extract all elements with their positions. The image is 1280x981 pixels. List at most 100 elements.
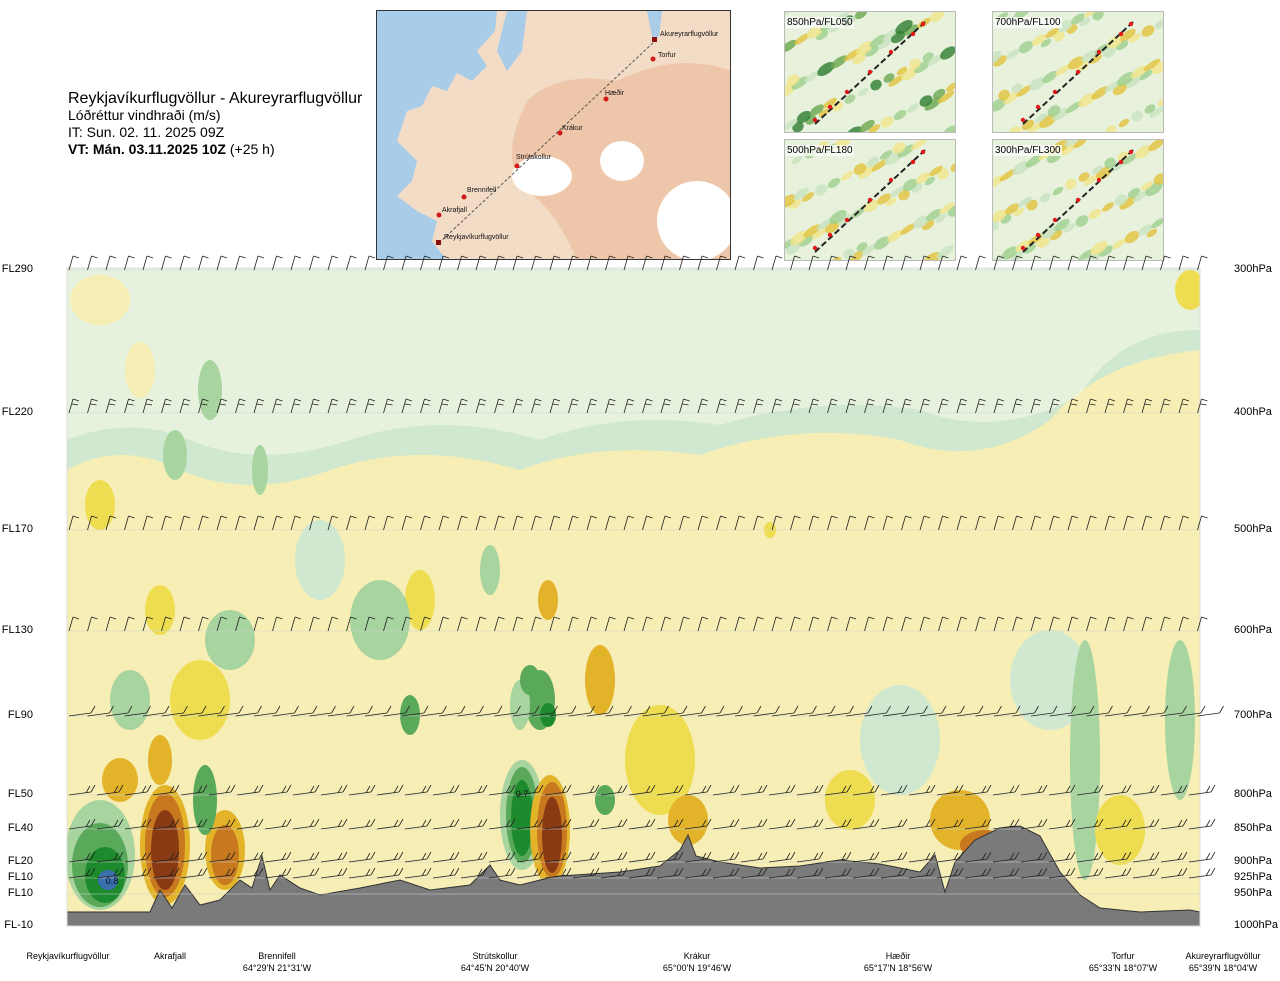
wind-barb [376, 851, 404, 863]
thumbnail-field-patch [827, 177, 841, 189]
thumbnail-field-patch [888, 75, 904, 87]
wind-barb [1160, 616, 1171, 632]
wind-barb [488, 851, 516, 863]
thumbnail-field-patch [812, 228, 826, 240]
wind-barb [327, 616, 339, 632]
flight-level-label: FL-10 [4, 919, 33, 931]
wind-barb [516, 818, 544, 830]
thumbnail-field-patch [884, 150, 902, 166]
wind-barb [290, 255, 302, 271]
wind-barb [679, 515, 690, 531]
thumbnail-waypoint [888, 49, 894, 55]
wind-barb [808, 255, 820, 271]
thumbnail-field-patch [1078, 172, 1090, 182]
thumbnail-field-patch [993, 98, 1006, 112]
thumbnail-field-patch [1104, 157, 1116, 169]
wind-barb [179, 705, 207, 717]
thumbnail-field-patch [817, 61, 835, 77]
thumbnail-field-patch [796, 110, 812, 124]
flight-level-label: FL10 [7, 887, 33, 899]
thumbnail-field-patch [1146, 228, 1158, 238]
thumbnail-field-patch [950, 162, 955, 172]
pressure-level-label: 925hPa [1234, 871, 1272, 883]
thumbnail-field-patch [1122, 153, 1138, 165]
thumbnail-field-patch [1055, 64, 1071, 76]
terrain-profile [66, 825, 1201, 927]
wind-barb [1132, 867, 1160, 879]
field-contour-down1 [163, 430, 187, 480]
wind-barb [1076, 818, 1104, 830]
wind-barb [901, 616, 912, 632]
thumbnail-field-patch [924, 176, 936, 186]
wind-barb [152, 784, 180, 796]
thumbnail-field-patch [1052, 107, 1070, 121]
wind-barb [142, 255, 154, 271]
thumbnail-field-patch [830, 55, 848, 69]
wind-barb [179, 616, 191, 632]
wind-barb [1123, 398, 1134, 414]
location-label: Hæðir 65°17'N 18°56'W [843, 950, 953, 974]
wind-barb [383, 255, 394, 271]
thumbnail-500hpa[interactable]: 500hPa/FL180 [784, 139, 956, 261]
wind-barb [290, 705, 318, 717]
wind-barb [880, 867, 908, 879]
thumbnail-700hpa-label: 700hPa/FL100 [994, 17, 1062, 28]
wind-barb [105, 255, 117, 271]
field-contour-down1 [1165, 640, 1195, 800]
wind-barb [642, 398, 653, 414]
thumbnail-field-patch [1068, 56, 1084, 70]
thumbnail-field-patch [882, 27, 900, 41]
thumbnail-field-patch [1003, 91, 1019, 105]
wind-barb [253, 705, 281, 717]
flight-level-label: FL220 [1, 406, 33, 418]
wind-barb [827, 255, 838, 271]
route-title: Reykjavíkurflugvöllur - Akureyrarflugvöl… [68, 90, 363, 107]
wind-barb [152, 867, 180, 879]
field-contour-down0 [1010, 630, 1090, 730]
map-label-krakur: Krákur [562, 125, 583, 132]
wind-barb [790, 705, 817, 717]
thumbnail-850hpa[interactable]: 850hPa/FL050 [784, 11, 956, 133]
wind-barb [1049, 255, 1060, 271]
wind-barb [208, 784, 236, 796]
wind-barb [882, 705, 910, 717]
thumbnail-field-patch [829, 209, 847, 225]
wind-barb [180, 818, 208, 830]
wind-barb [964, 784, 992, 796]
wind-barb [901, 705, 928, 717]
wind-barb [1076, 784, 1104, 796]
wind-barb [383, 705, 410, 717]
wind-barb [901, 255, 912, 271]
thumbnail-field-patch [1054, 218, 1070, 232]
thumbnail-field-patch [823, 97, 837, 109]
wind-barb [401, 255, 413, 271]
wind-barb [142, 398, 154, 414]
thumbnail-waypoint [1096, 177, 1102, 183]
thumbnail-field-patch [1035, 113, 1047, 123]
field-contour-down1 [350, 580, 410, 660]
wind-barb [512, 255, 524, 271]
wind-barb [494, 616, 505, 632]
route-map-graphic: Akureyrarflugvöllur Torfur Hæðir Krákur … [377, 11, 730, 259]
wind-barb [790, 255, 801, 271]
thumbnail-field-patch [785, 39, 797, 53]
location-name: Torfur [1111, 951, 1135, 961]
wind-barb [1178, 398, 1190, 414]
thumbnail-field-patch [993, 175, 1004, 189]
thumbnail-field-patch [910, 140, 928, 151]
wind-barb [531, 616, 542, 632]
wind-barb [1067, 398, 1079, 414]
wind-barb [623, 515, 635, 531]
wind-barb [1030, 515, 1042, 531]
thumbnail-300hpa-label: 300hPa/FL300 [994, 145, 1062, 156]
thumbnail-300hpa[interactable]: 300hPa/FL300 [992, 139, 1164, 261]
wind-barb [438, 705, 466, 717]
wind-barb [790, 515, 801, 531]
wind-barb [253, 616, 265, 632]
wind-barbs [68, 255, 1224, 879]
wind-barb [734, 398, 746, 414]
wind-barb [516, 851, 544, 863]
thumbnail-700hpa[interactable]: 700hPa/FL100 [992, 11, 1164, 133]
wind-barb [549, 616, 561, 632]
wind-barb [292, 851, 320, 863]
